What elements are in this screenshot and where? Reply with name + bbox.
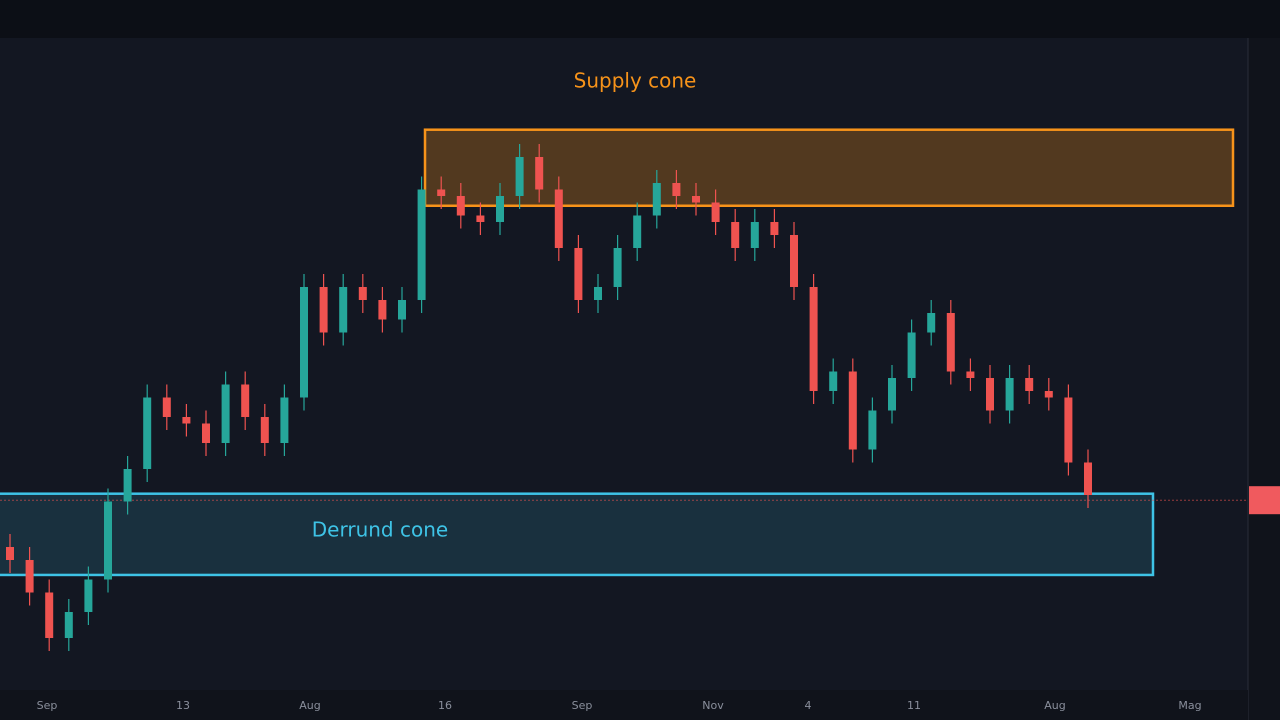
- candle-body: [535, 157, 544, 190]
- candle-body: [1005, 378, 1014, 411]
- x-tick-label: Aug: [1044, 699, 1065, 712]
- candle-body: [1084, 462, 1092, 495]
- candle-body: [260, 417, 269, 443]
- zone-label: Supply cone: [574, 69, 697, 93]
- top-toolbar: [0, 0, 1280, 38]
- candle-body: [711, 202, 720, 222]
- candle-body: [221, 384, 230, 443]
- candle-body: [692, 196, 700, 203]
- zone-label: Derrund cone: [312, 518, 448, 542]
- candle-body: [868, 410, 877, 450]
- last-price-marker: [1249, 486, 1280, 515]
- candle-body: [927, 313, 936, 333]
- candle-body: [731, 222, 740, 248]
- candle-body: [123, 469, 132, 502]
- x-tick-label: Nov: [702, 699, 724, 712]
- candle-body: [143, 397, 152, 469]
- x-tick-label: 16: [438, 699, 452, 712]
- candle-body: [417, 189, 426, 300]
- candle-body: [378, 300, 387, 320]
- candle-body: [202, 423, 210, 443]
- candle-body: [280, 397, 289, 443]
- x-tick-label: Sep: [37, 699, 58, 712]
- candle-body: [946, 313, 955, 372]
- price-axis-strip: [1248, 38, 1280, 720]
- candle-body: [437, 189, 446, 196]
- candle-body: [966, 371, 975, 378]
- candle-body: [6, 547, 14, 560]
- candle-body: [633, 215, 642, 248]
- x-tick-label: Aug: [299, 699, 320, 712]
- candle-body: [750, 222, 759, 248]
- candle-body: [829, 371, 838, 391]
- candle-body: [496, 196, 504, 222]
- candle-body: [64, 612, 73, 638]
- candle-body: [1025, 378, 1034, 391]
- candle-body: [241, 384, 250, 417]
- candle-body: [574, 248, 583, 300]
- candle-body: [300, 287, 308, 398]
- zone: [423, 128, 1235, 207]
- candle-body: [986, 378, 994, 411]
- candle-body: [104, 501, 112, 580]
- time-axis-strip: [0, 690, 1248, 720]
- x-tick-label: 13: [176, 699, 190, 712]
- candle-body: [613, 248, 622, 287]
- plot: Supply cone Derrund cone Sep 13 Aug 16 Sep Nov 4…: [0, 69, 1280, 712]
- candle-body: [594, 287, 602, 300]
- zone: [0, 492, 1155, 577]
- candle-body: [319, 287, 328, 333]
- candle-body: [809, 287, 818, 391]
- candle-body: [339, 287, 348, 333]
- candle-body: [25, 560, 34, 593]
- candle-body: [848, 371, 857, 450]
- candle-body: [907, 332, 916, 378]
- candle-body: [1064, 397, 1073, 463]
- candle-body: [162, 397, 171, 417]
- candle-body: [476, 215, 485, 222]
- candle-body: [398, 300, 406, 320]
- x-tick-label: Sep: [572, 699, 593, 712]
- x-tick-label: 11: [907, 699, 921, 712]
- candle-body: [790, 235, 798, 287]
- candle-body: [45, 592, 54, 638]
- candle-body: [554, 189, 563, 248]
- candle-body: [888, 378, 896, 411]
- candle-body: [672, 183, 681, 196]
- candle-body: [770, 222, 779, 235]
- x-tick-label: 4: [805, 699, 812, 712]
- candle-body: [456, 196, 465, 216]
- candle-body: [358, 287, 367, 300]
- candle-body: [182, 417, 191, 424]
- candle-body: [515, 157, 524, 196]
- candle-body: [1044, 391, 1053, 398]
- candle-body: [84, 579, 93, 612]
- candle-body: [652, 183, 661, 216]
- x-tick-label: Mag: [1178, 699, 1201, 712]
